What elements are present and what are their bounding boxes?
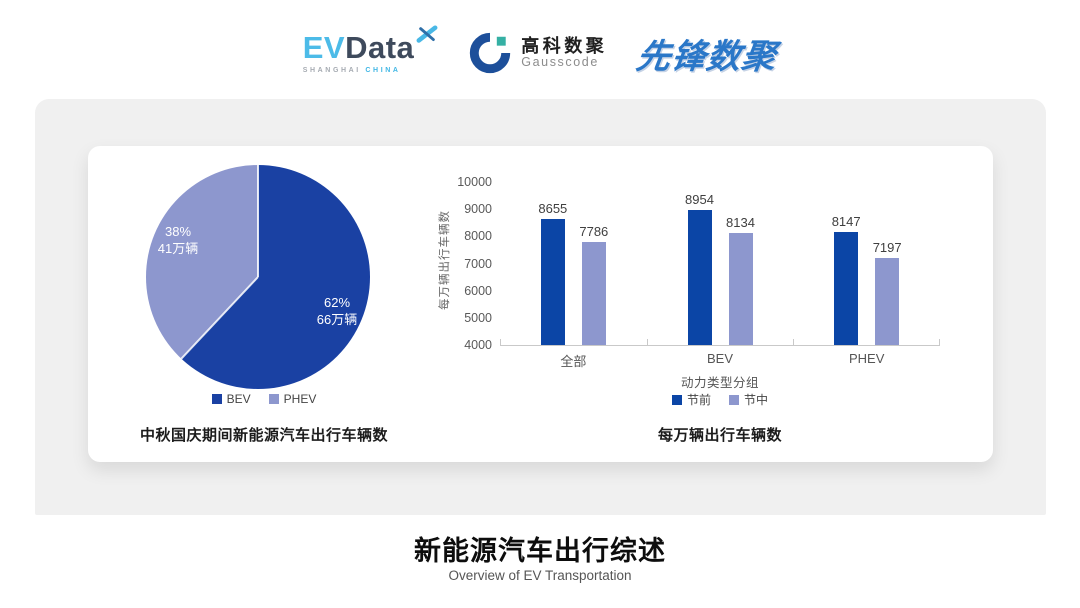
bar-x-axis-label: 动力类型分组 (680, 376, 759, 390)
legend-swatch (211, 394, 222, 404)
category-label-PHEV: PHEV (848, 351, 885, 366)
bar-value-label: 8954 (685, 192, 714, 208)
pie-slice-divider (180, 276, 259, 360)
evdata-shanghai-text: SHANGHAI (302, 67, 361, 74)
legend-swatch (268, 394, 279, 404)
bar-chart: 每万辆出行车辆数 10000 9000 8000 7000 6000 5000 4000 8… (428, 146, 993, 462)
legend-label: 节中 (744, 393, 769, 407)
evdata-logo: EV Data SHANGHAI CHINA (302, 25, 439, 74)
evdata-subtext: SHANGHAI CHINA (303, 67, 439, 74)
pie-slice-label-phev: 38% 41万辆 (158, 224, 198, 258)
bar-value-label: 7197 (872, 240, 902, 256)
legend-label: PHEV (283, 392, 317, 406)
bar-节中-PHEV (875, 258, 900, 345)
bev-amount-text: 66万辆 (316, 312, 358, 327)
legend-swatch (729, 394, 739, 405)
page-title: 新能源汽车出行综述 (414, 536, 666, 566)
x-axis-tick (793, 339, 794, 345)
pie-chart: 38% 41万辆 62% 66万辆 BEV PHEV 中秋国庆期间新能源汽车出行车… (88, 146, 440, 462)
evdata-china-text: CHINA (365, 67, 401, 74)
bar-value-label: 7786 (579, 224, 609, 240)
gausscode-cn-text: 高科数聚 (521, 35, 608, 56)
page-subtitle: Overview of EV Transportation (448, 568, 632, 583)
bev-percent-text: 62% (323, 295, 351, 311)
bar-节前-全部 (540, 218, 565, 345)
category-label-BEV: BEV (707, 351, 734, 366)
x-mark-icon (416, 25, 438, 43)
pie-graphic (146, 165, 370, 389)
y-tick-label: 10000 (457, 175, 492, 189)
y-tick-label: 4000 (464, 338, 492, 352)
y-tick-label: 7000 (464, 256, 492, 271)
legend-item: BEV (211, 392, 251, 406)
bar-value-label: 8655 (538, 200, 568, 216)
bar-节前-BEV (687, 210, 712, 345)
evdata-data-text: Data (345, 30, 415, 65)
bar-y-axis-ticks: 10000 9000 8000 7000 6000 5000 4000 (450, 175, 492, 352)
category-label-全部: 全部 (560, 354, 587, 369)
gausscode-text: 高科数聚 Gausscode (521, 36, 607, 70)
legend-label: BEV (226, 392, 251, 406)
legend-swatch (671, 394, 682, 405)
legend-item: 节中 (729, 391, 768, 408)
bar-category-labels: 全部 BEV PHEV (500, 351, 940, 370)
bar-value-label: 8147 (831, 214, 861, 230)
legend-label: 节前 (686, 393, 711, 407)
legend-item: 节前 (671, 391, 711, 408)
bar-chart-title: 每万辆出行车辆数 (657, 427, 782, 444)
bar-节前-PHEV (834, 232, 859, 345)
phev-amount-text: 41万辆 (157, 241, 199, 256)
legend-item: PHEV (268, 392, 317, 406)
phev-percent-text: 38% (164, 224, 192, 240)
charts-card: 38% 41万辆 62% 66万辆 BEV PHEV 中秋国庆期间新能源汽车出行车… (88, 146, 993, 462)
evdata-wordmark: EV Data (302, 25, 439, 65)
pioneer-logo: 先锋数聚 (634, 37, 780, 76)
y-tick-label: 5000 (464, 310, 492, 325)
x-axis-tick (647, 339, 648, 345)
bar-节中-BEV (728, 232, 753, 345)
bar-节中-全部 (581, 242, 606, 345)
bar-value-label: 8134 (726, 214, 755, 230)
pie-chart-title: 中秋国庆期间新能源汽车出行车辆数 (139, 427, 388, 444)
pie-slice-label-bev: 62% 66万辆 (317, 295, 357, 329)
gausscode-c-icon (470, 32, 511, 74)
y-tick-label: 9000 (464, 202, 492, 217)
x-axis-tick (500, 339, 501, 345)
y-tick-label: 6000 (464, 283, 492, 298)
evdata-ev-text: EV (302, 30, 346, 65)
logo-header: EV Data SHANGHAI CHINA 高科数聚 Gausscode 先锋数 (0, 18, 1080, 88)
charts-panel: 38% 41万辆 62% 66万辆 BEV PHEV 中秋国庆期间新能源汽车出行车… (35, 99, 1046, 515)
bar-plot-area: 8655 7786 8954 8134 8147 7197 (500, 182, 940, 346)
bar-legend: 节前 节中 (500, 391, 940, 408)
pie-legend: BEV PHEV (88, 392, 440, 406)
x-axis-tick (939, 339, 940, 345)
gausscode-en-text: Gausscode (521, 55, 599, 70)
gausscode-logo: 高科数聚 Gausscode (468, 31, 607, 75)
pie-slice-divider (257, 165, 259, 277)
y-tick-label: 8000 (464, 229, 492, 244)
